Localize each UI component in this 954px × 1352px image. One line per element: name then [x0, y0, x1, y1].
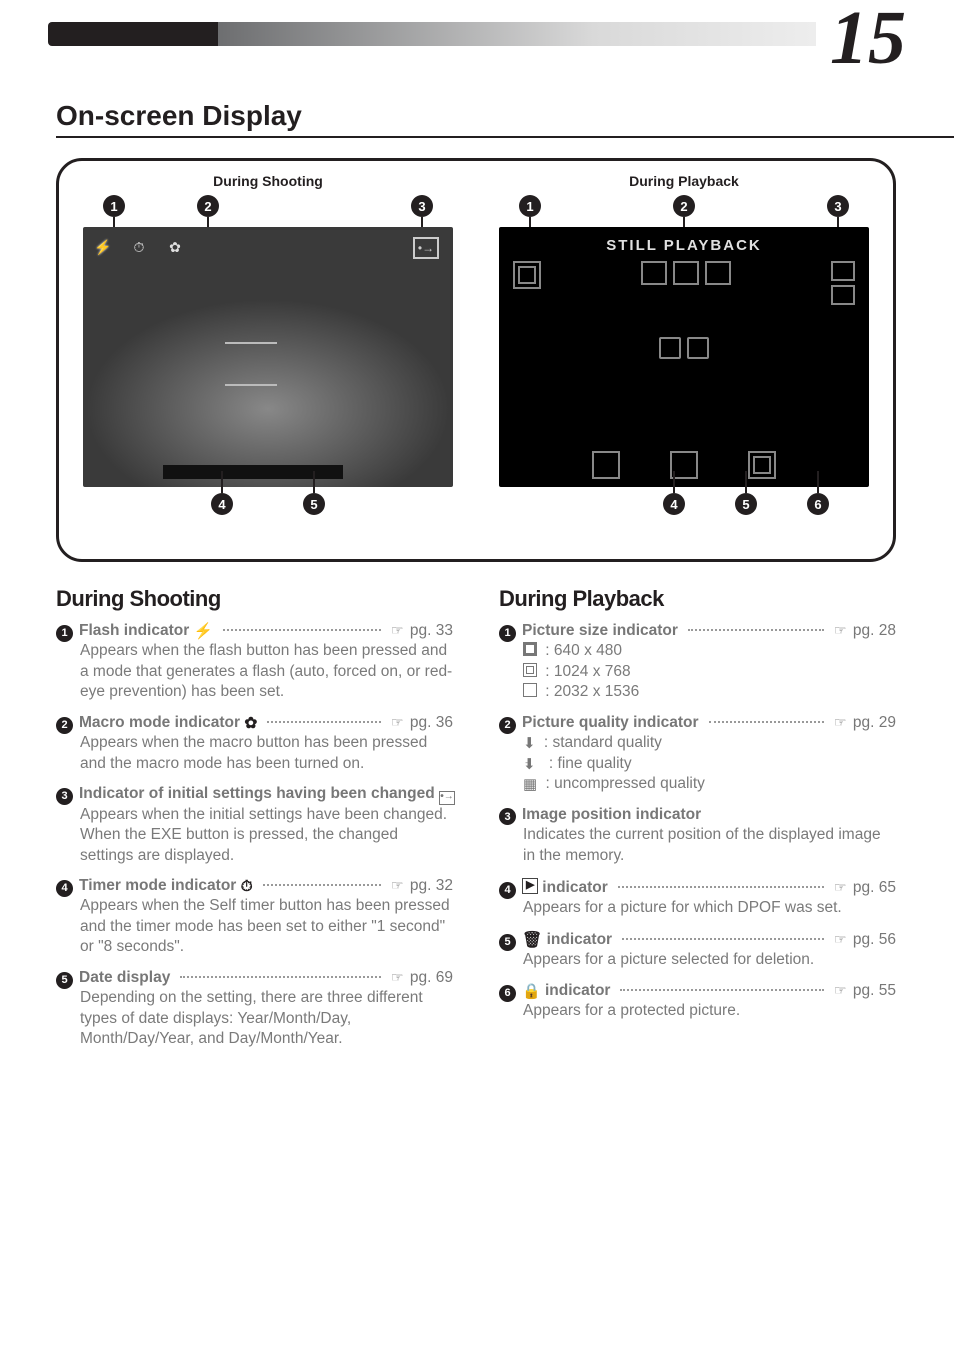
callout-2: 2	[197, 195, 219, 217]
header-gradient	[218, 22, 900, 46]
pb-callout-3: 3	[827, 195, 849, 217]
inum-r-5: 5	[499, 934, 516, 951]
pb-callout-5: 5	[735, 493, 757, 515]
pb-callout-6: 6	[807, 493, 829, 515]
picsize-icon	[513, 261, 541, 289]
dpof-icon	[592, 451, 620, 479]
inum-r-1: 1	[499, 625, 516, 642]
item-body: : 640 x 480 : 1024 x 768 : 2032 x 1536	[523, 641, 896, 702]
inum-l-2: 2	[56, 717, 73, 734]
pb-callout-2: 2	[673, 195, 695, 217]
inum-l-4: 4	[56, 880, 73, 897]
figure-box: During Shooting 1 2 3 ⚡ ⏱ ✿ •→	[56, 158, 896, 562]
playback-callouts-top: 1 2 3	[499, 195, 869, 221]
settings-changed-icon: •→	[413, 237, 439, 259]
item-l-1: 1Flash indicator ⚡☞ pg. 33Appears when t…	[56, 621, 453, 703]
left-column: During Shooting 1Flash indicator ⚡☞ pg. …	[56, 584, 453, 1060]
item-body: Appears when the flash button has been p…	[80, 641, 453, 702]
inum-r-3: 3	[499, 808, 516, 825]
focus-box	[225, 342, 277, 386]
left-heading: During Shooting	[56, 584, 453, 613]
inum-l-5: 5	[56, 972, 73, 989]
callout-5: 5	[303, 493, 325, 515]
thumb-2	[673, 261, 699, 285]
shooting-callouts-top: 1 2 3	[83, 195, 453, 221]
figure-playback-title: During Playback	[499, 173, 869, 189]
inum-l-1: 1	[56, 625, 73, 642]
thumb-1	[641, 261, 667, 285]
item-body: Appears when the Self timer button has b…	[80, 896, 453, 957]
item-r-2: 2Picture quality indicator☞ pg. 29⬇ : st…	[499, 713, 896, 795]
item-l-2: 2Macro mode indicator ✿☞ pg. 36Appears w…	[56, 713, 453, 774]
inum-r-6: 6	[499, 985, 516, 1002]
inum-r-4: 4	[499, 882, 516, 899]
item-r-5: 5 🗑 indicator☞ pg. 56Appears for a pictu…	[499, 929, 896, 971]
item-r-3: 3Image position indicatorIndicates the c…	[499, 805, 896, 866]
item-body: Indicates the current position of the di…	[523, 825, 896, 866]
item-body: Appears when the initial settings have b…	[80, 805, 453, 866]
right-heading: During Playback	[499, 584, 896, 613]
right-column: During Playback 1Picture size indicator☞…	[499, 584, 896, 1060]
header-black-bar	[48, 22, 218, 46]
callout-3: 3	[411, 195, 433, 217]
playback-preview: STILL PLAYBACK	[499, 227, 869, 487]
item-r-6: 6 🔒 indicator☞ pg. 55Appears for a prote…	[499, 981, 896, 1022]
section-title: On-screen Display	[56, 100, 302, 132]
figure-shooting-title: During Shooting	[83, 173, 453, 189]
thumb-3	[705, 261, 731, 285]
flower-icon: ✿	[165, 237, 185, 257]
item-body: ⬇ : standard quality⬇_ : fine quality▦ :…	[523, 733, 896, 794]
chapter-number: 15	[816, 0, 906, 76]
item-body: Appears for a picture for which DPOF was…	[523, 898, 896, 918]
timer-icon: ⏱	[129, 237, 149, 257]
shooting-callouts-bot: 4 5	[83, 493, 453, 519]
pb-callout-4: 4	[663, 493, 685, 515]
inum-r-2: 2	[499, 717, 516, 734]
playback-callouts-bot: 4 5 6	[499, 493, 869, 519]
shooting-preview: ⚡ ⏱ ✿ •→	[83, 227, 453, 487]
figure-playback-col: During Playback 1 2 3 STILL PLAYBACK	[499, 173, 869, 543]
item-body: Depending on the setting, there are thre…	[80, 988, 453, 1049]
item-body: Appears when the macro button has been p…	[80, 733, 453, 774]
callout-4: 4	[211, 493, 233, 515]
lock-icon	[748, 451, 776, 479]
figure-shooting-col: During Shooting 1 2 3 ⚡ ⏱ ✿ •→	[83, 173, 453, 543]
item-l-4: 4Timer mode indicator ⏱☞ pg. 32Appears w…	[56, 876, 453, 958]
item-body: Appears for a picture selected for delet…	[523, 950, 896, 970]
flash-icon: ⚡	[93, 237, 113, 257]
bottom-info-bar	[163, 465, 343, 479]
item-l-3: 3Indicator of initial settings having be…	[56, 784, 453, 866]
reel-2	[687, 337, 709, 359]
item-r-4: 4 ▶ indicator☞ pg. 65Appears for a pictu…	[499, 876, 896, 919]
pb-callout-1: 1	[519, 195, 541, 217]
item-l-5: 5Date display☞ pg. 69Depending on the se…	[56, 968, 453, 1050]
reel-1	[659, 337, 681, 359]
item-r-1: 1Picture size indicator☞ pg. 28 : 640 x …	[499, 621, 896, 703]
pos-ind-1	[831, 261, 855, 281]
callout-1: 1	[103, 195, 125, 217]
inum-l-3: 3	[56, 788, 73, 805]
item-body: Appears for a protected picture.	[523, 1001, 896, 1021]
playback-banner: STILL PLAYBACK	[511, 237, 857, 254]
pos-ind-2	[831, 285, 855, 305]
